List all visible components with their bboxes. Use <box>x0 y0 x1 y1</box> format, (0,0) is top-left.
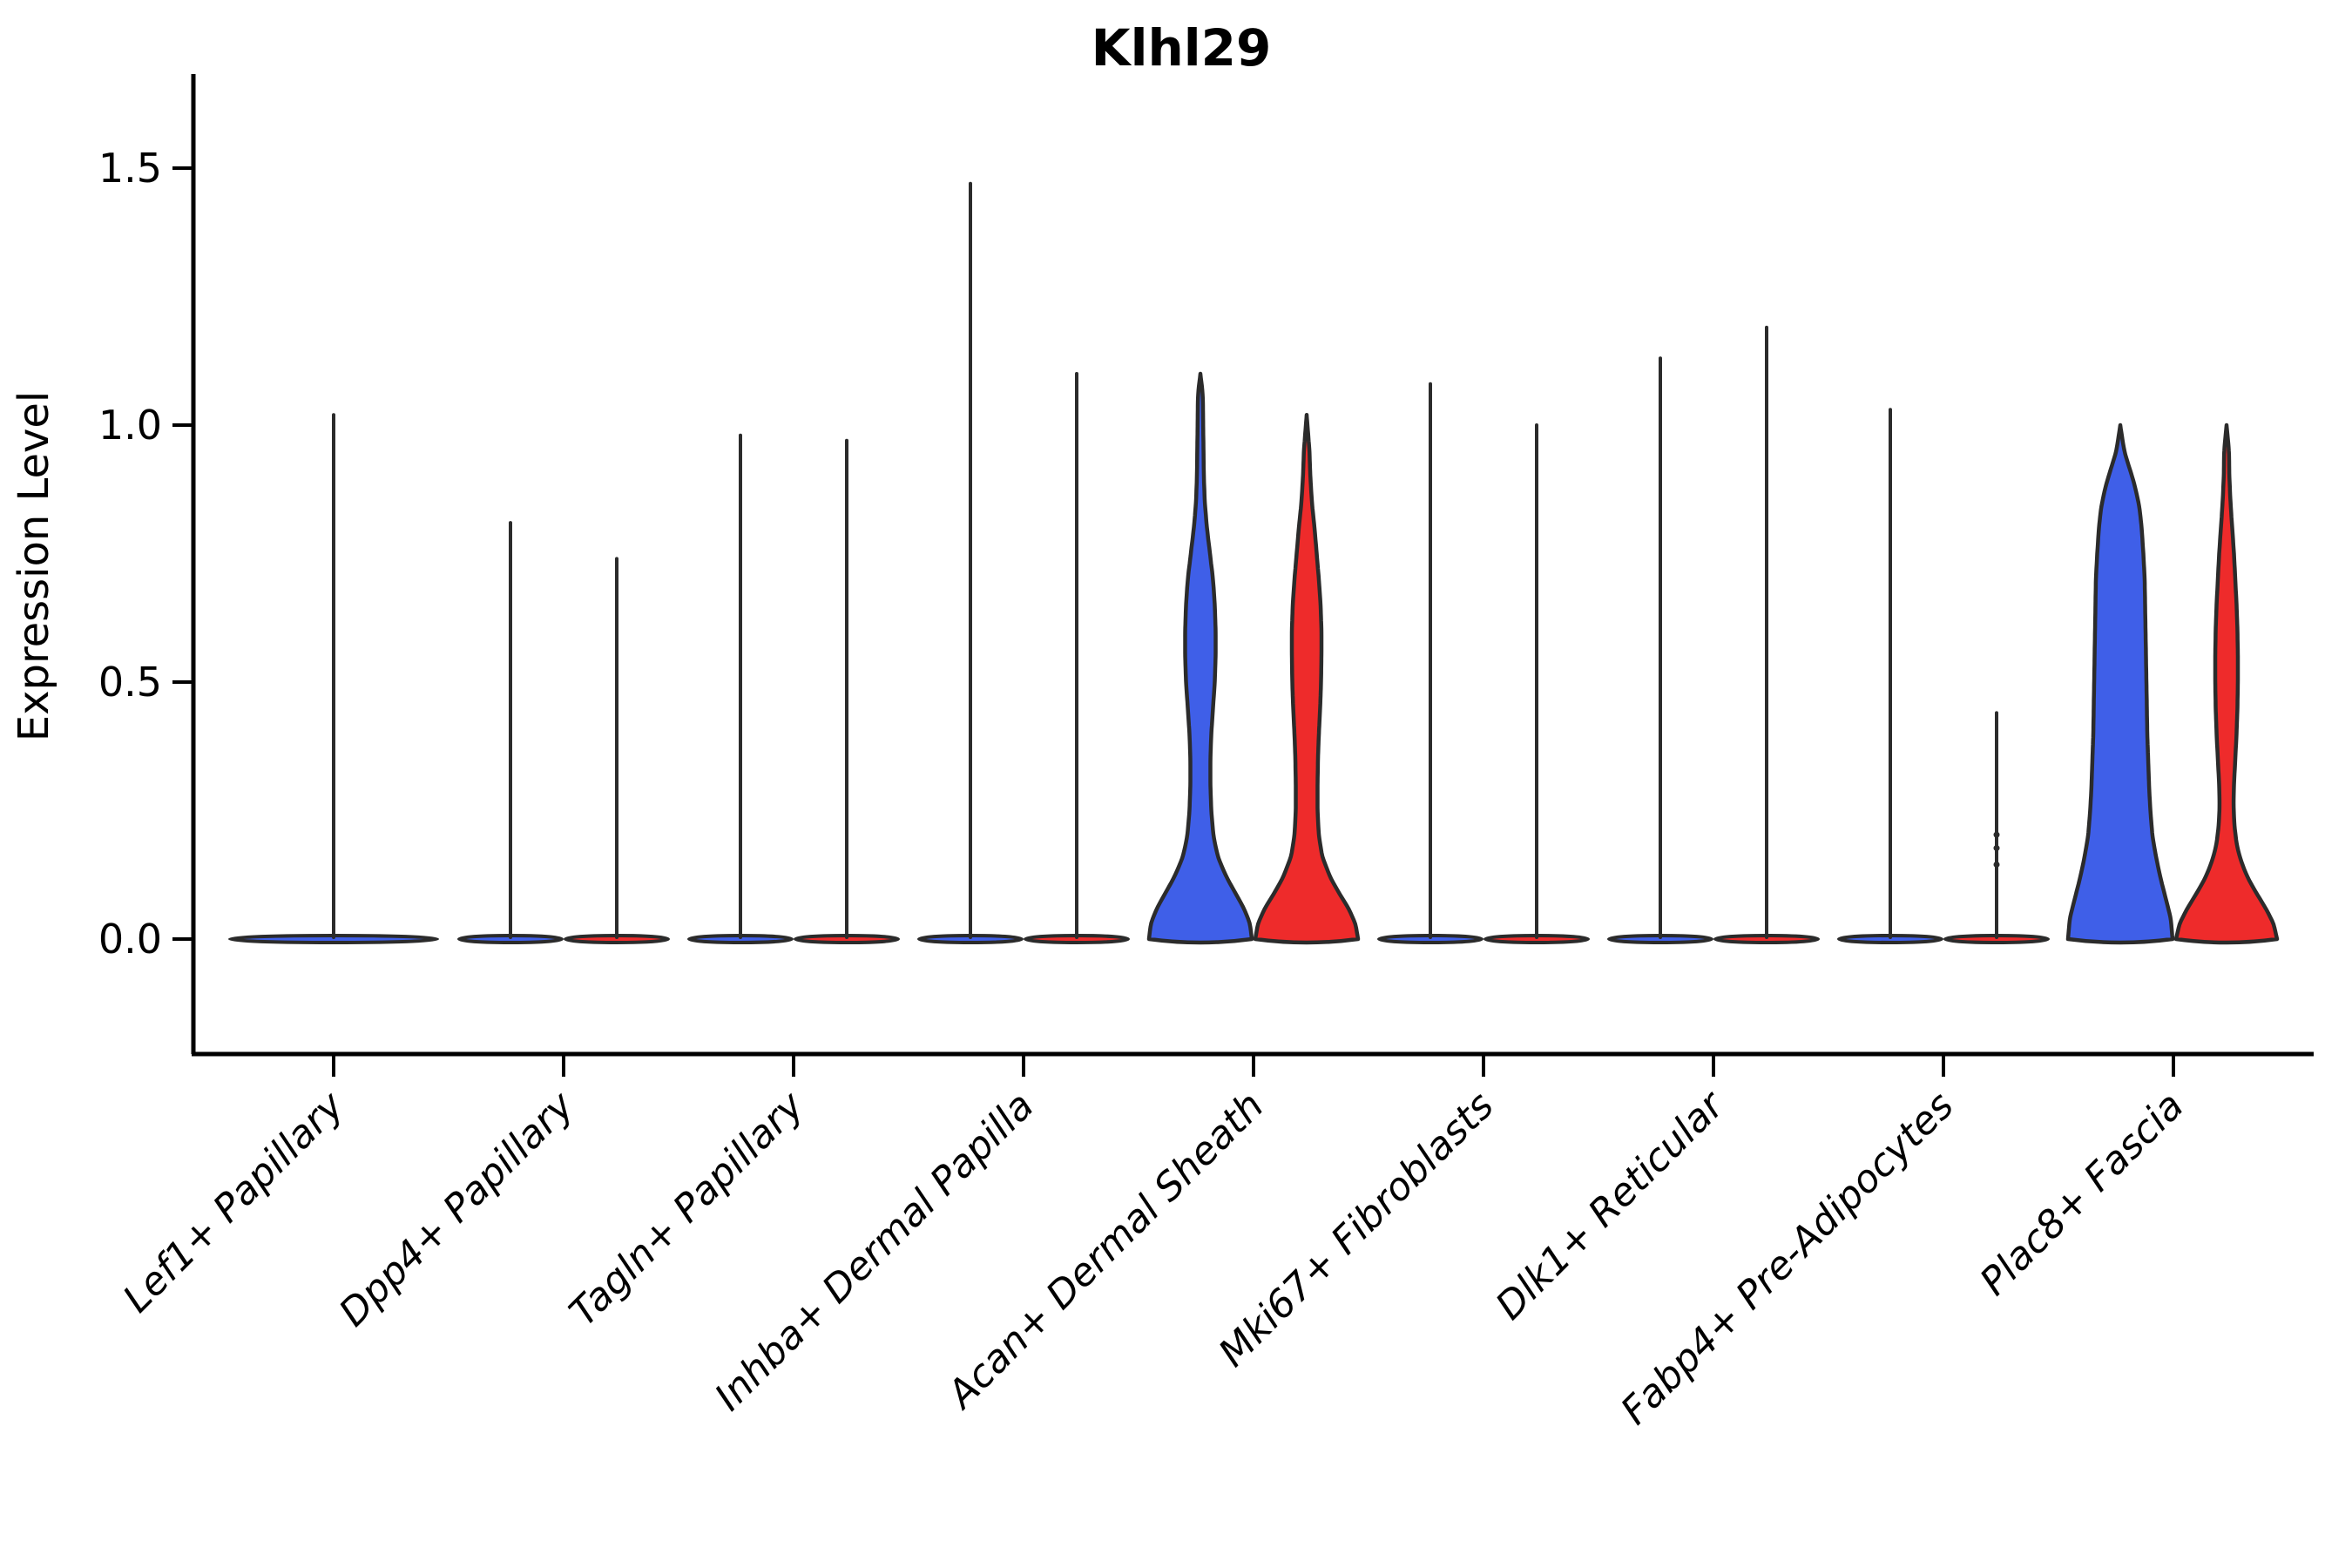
y-tick-label: 0.0 <box>98 916 162 963</box>
chart-title: Klhl29 <box>1092 18 1272 78</box>
violin-blue <box>1146 371 1254 945</box>
x-tick-label: Lef1+ Papillary <box>115 1083 354 1321</box>
y-tick-label: 1.0 <box>98 402 162 449</box>
violin-red <box>1253 412 1361 945</box>
violin-bump <box>1993 845 2000 852</box>
x-tick-label: Tagln+ Papillary <box>561 1083 813 1335</box>
violin-layer <box>228 181 2280 945</box>
y-tick-label: 0.5 <box>98 659 162 706</box>
y-tick-label: 1.5 <box>98 145 162 192</box>
x-tick-label: Dpp4+ Papillary <box>331 1083 584 1335</box>
x-tick-label: Plac8+ Fascia <box>1971 1084 2192 1304</box>
violin-blue <box>2065 422 2175 945</box>
violin-bump <box>1993 861 2000 868</box>
violin-bump <box>1993 831 2000 838</box>
violin-red <box>2173 422 2280 945</box>
x-tick-label: Dlk1+ Reticular <box>1487 1082 1734 1328</box>
y-axis-title: Expression Level <box>10 391 58 742</box>
